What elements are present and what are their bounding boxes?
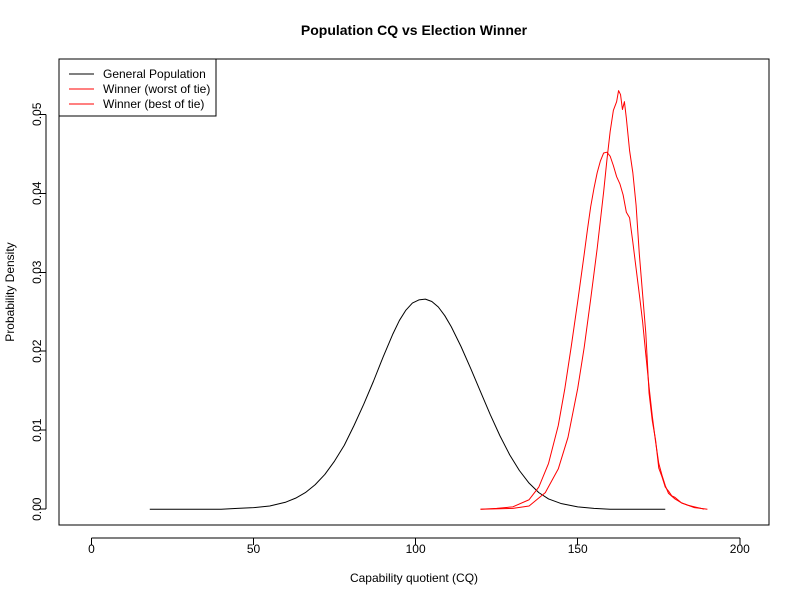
x-tick-label: 50 bbox=[247, 542, 261, 556]
x-axis: 0 50 100 150 200 bbox=[88, 537, 750, 556]
y-tick-label: 0.00 bbox=[30, 497, 44, 521]
y-axis-label: Probability Density bbox=[3, 242, 17, 341]
chart-title: Population CQ vs Election Winner bbox=[301, 22, 528, 38]
legend-label-general-population: General Population bbox=[103, 67, 206, 81]
series-winner-best-of-tie bbox=[480, 90, 708, 510]
y-tick-label: 0.04 bbox=[30, 181, 44, 205]
series-winner-worst-of-tie bbox=[480, 151, 705, 510]
legend-label-winner-worst: Winner (worst of tie) bbox=[103, 82, 210, 96]
y-tick-label: 0.05 bbox=[30, 102, 44, 126]
series-layer bbox=[149, 90, 708, 510]
x-tick-label: 100 bbox=[406, 542, 426, 556]
y-tick-label: 0.03 bbox=[30, 260, 44, 284]
legend: General Population Winner (worst of tie)… bbox=[58, 58, 217, 117]
y-tick-label: 0.02 bbox=[30, 339, 44, 363]
x-axis-label: Capability quotient (CQ) bbox=[350, 571, 478, 585]
x-tick-label: 200 bbox=[730, 542, 750, 556]
legend-label-winner-best: Winner (best of tie) bbox=[103, 97, 204, 111]
series-general-population bbox=[149, 298, 666, 510]
x-tick-label: 150 bbox=[568, 542, 588, 556]
legend-box bbox=[58, 58, 217, 117]
y-tick-label: 0.01 bbox=[30, 418, 44, 442]
plot-frame bbox=[58, 58, 770, 526]
x-tick-label: 0 bbox=[88, 542, 95, 556]
y-axis: 0.00 0.01 0.02 0.03 0.04 0.05 bbox=[30, 102, 47, 521]
